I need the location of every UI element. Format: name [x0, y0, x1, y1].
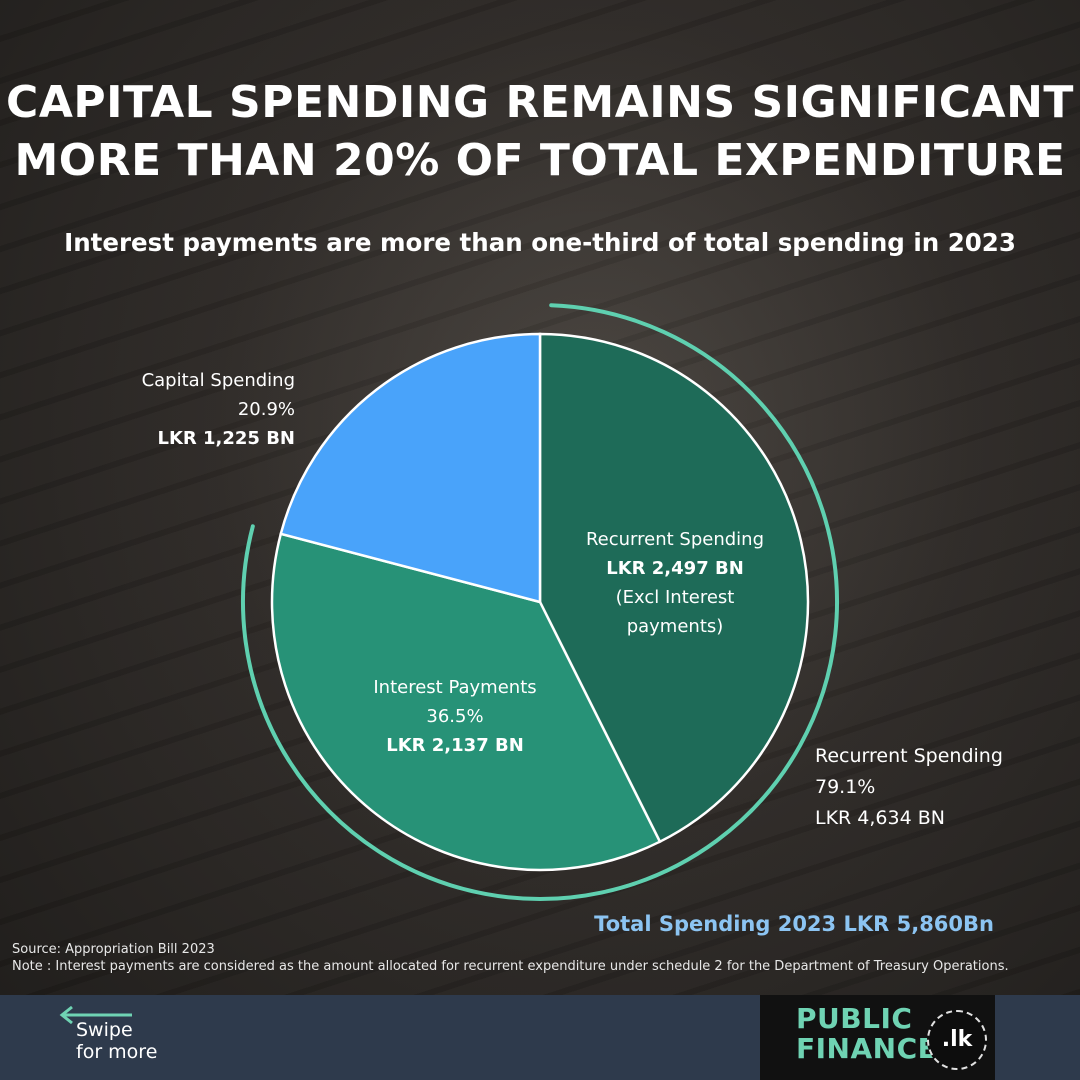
capital-spending-pct: 20.9% [237, 399, 295, 420]
total-spending: Total Spending 2023 LKR 5,860Bn [594, 912, 994, 936]
slice-interest-payments [270, 532, 662, 872]
slice-capital-spending [279, 332, 542, 604]
recurrent-total-pct: 79.1% [815, 776, 876, 798]
interest-payments-amount: LKR 2,137 BN [386, 735, 524, 756]
subtitle: Interest payments are more than one-thir… [64, 228, 1016, 257]
source-notes: Source: Appropriation Bill 2023 Note : I… [12, 941, 1009, 975]
recurrent-total-amount: LKR 4,634 BN [815, 807, 945, 829]
interest-payments-name: Interest Payments [373, 677, 537, 698]
recurrent-spending-name: Recurrent Spending [585, 529, 765, 550]
recurrent-total-arc [241, 303, 839, 901]
swipe-arrow-icon [59, 1005, 132, 1025]
logo-line-2: FINANCE [796, 1032, 938, 1065]
title-line-1: CAPITAL SPENDING REMAINS SIGNIFICANT [6, 77, 1074, 128]
source-text: Source: Appropriation Bill 2023 [12, 942, 215, 957]
recurrent-total-label: Recurrent Spending 79.1% LKR 4,634 BN [815, 741, 1015, 834]
capital-spending-amount: LKR 1,225 BN [157, 428, 295, 449]
interest-payments-pct: 36.5% [426, 706, 484, 727]
recurrent-spending-note-1: (Excl Interest [615, 587, 735, 608]
note-text: Note : Interest payments are considered … [12, 959, 1009, 974]
slice-recurrent-spending [538, 332, 810, 844]
pie-chart [241, 303, 839, 901]
capital-spending-label: Capital Spending 20.9% LKR 1,225 BN [100, 366, 295, 453]
recurrent-spending-label: Recurrent Spending LKR 2,497 BN (Excl In… [555, 525, 795, 641]
recurrent-total-name: Recurrent Spending [815, 745, 1003, 767]
swipe-line-2: for more [76, 1041, 158, 1063]
logo-badge: .lk [927, 1010, 987, 1070]
capital-spending-name: Capital Spending [141, 370, 295, 391]
logo-line-1: PUBLIC [796, 1002, 913, 1035]
recurrent-spending-note-2: payments) [626, 616, 724, 637]
interest-payments-label: Interest Payments 36.5% LKR 2,137 BN [340, 673, 570, 760]
logo-text: PUBLIC FINANCE [796, 1004, 937, 1064]
swipe-for-more[interactable]: Swipe for more [76, 1019, 157, 1063]
recurrent-spending-amount: LKR 2,497 BN [606, 558, 744, 579]
title-line-2: MORE THAN 20% OF TOTAL EXPENDITURE [14, 135, 1066, 186]
swipe-line-1: Swipe [76, 1019, 133, 1041]
